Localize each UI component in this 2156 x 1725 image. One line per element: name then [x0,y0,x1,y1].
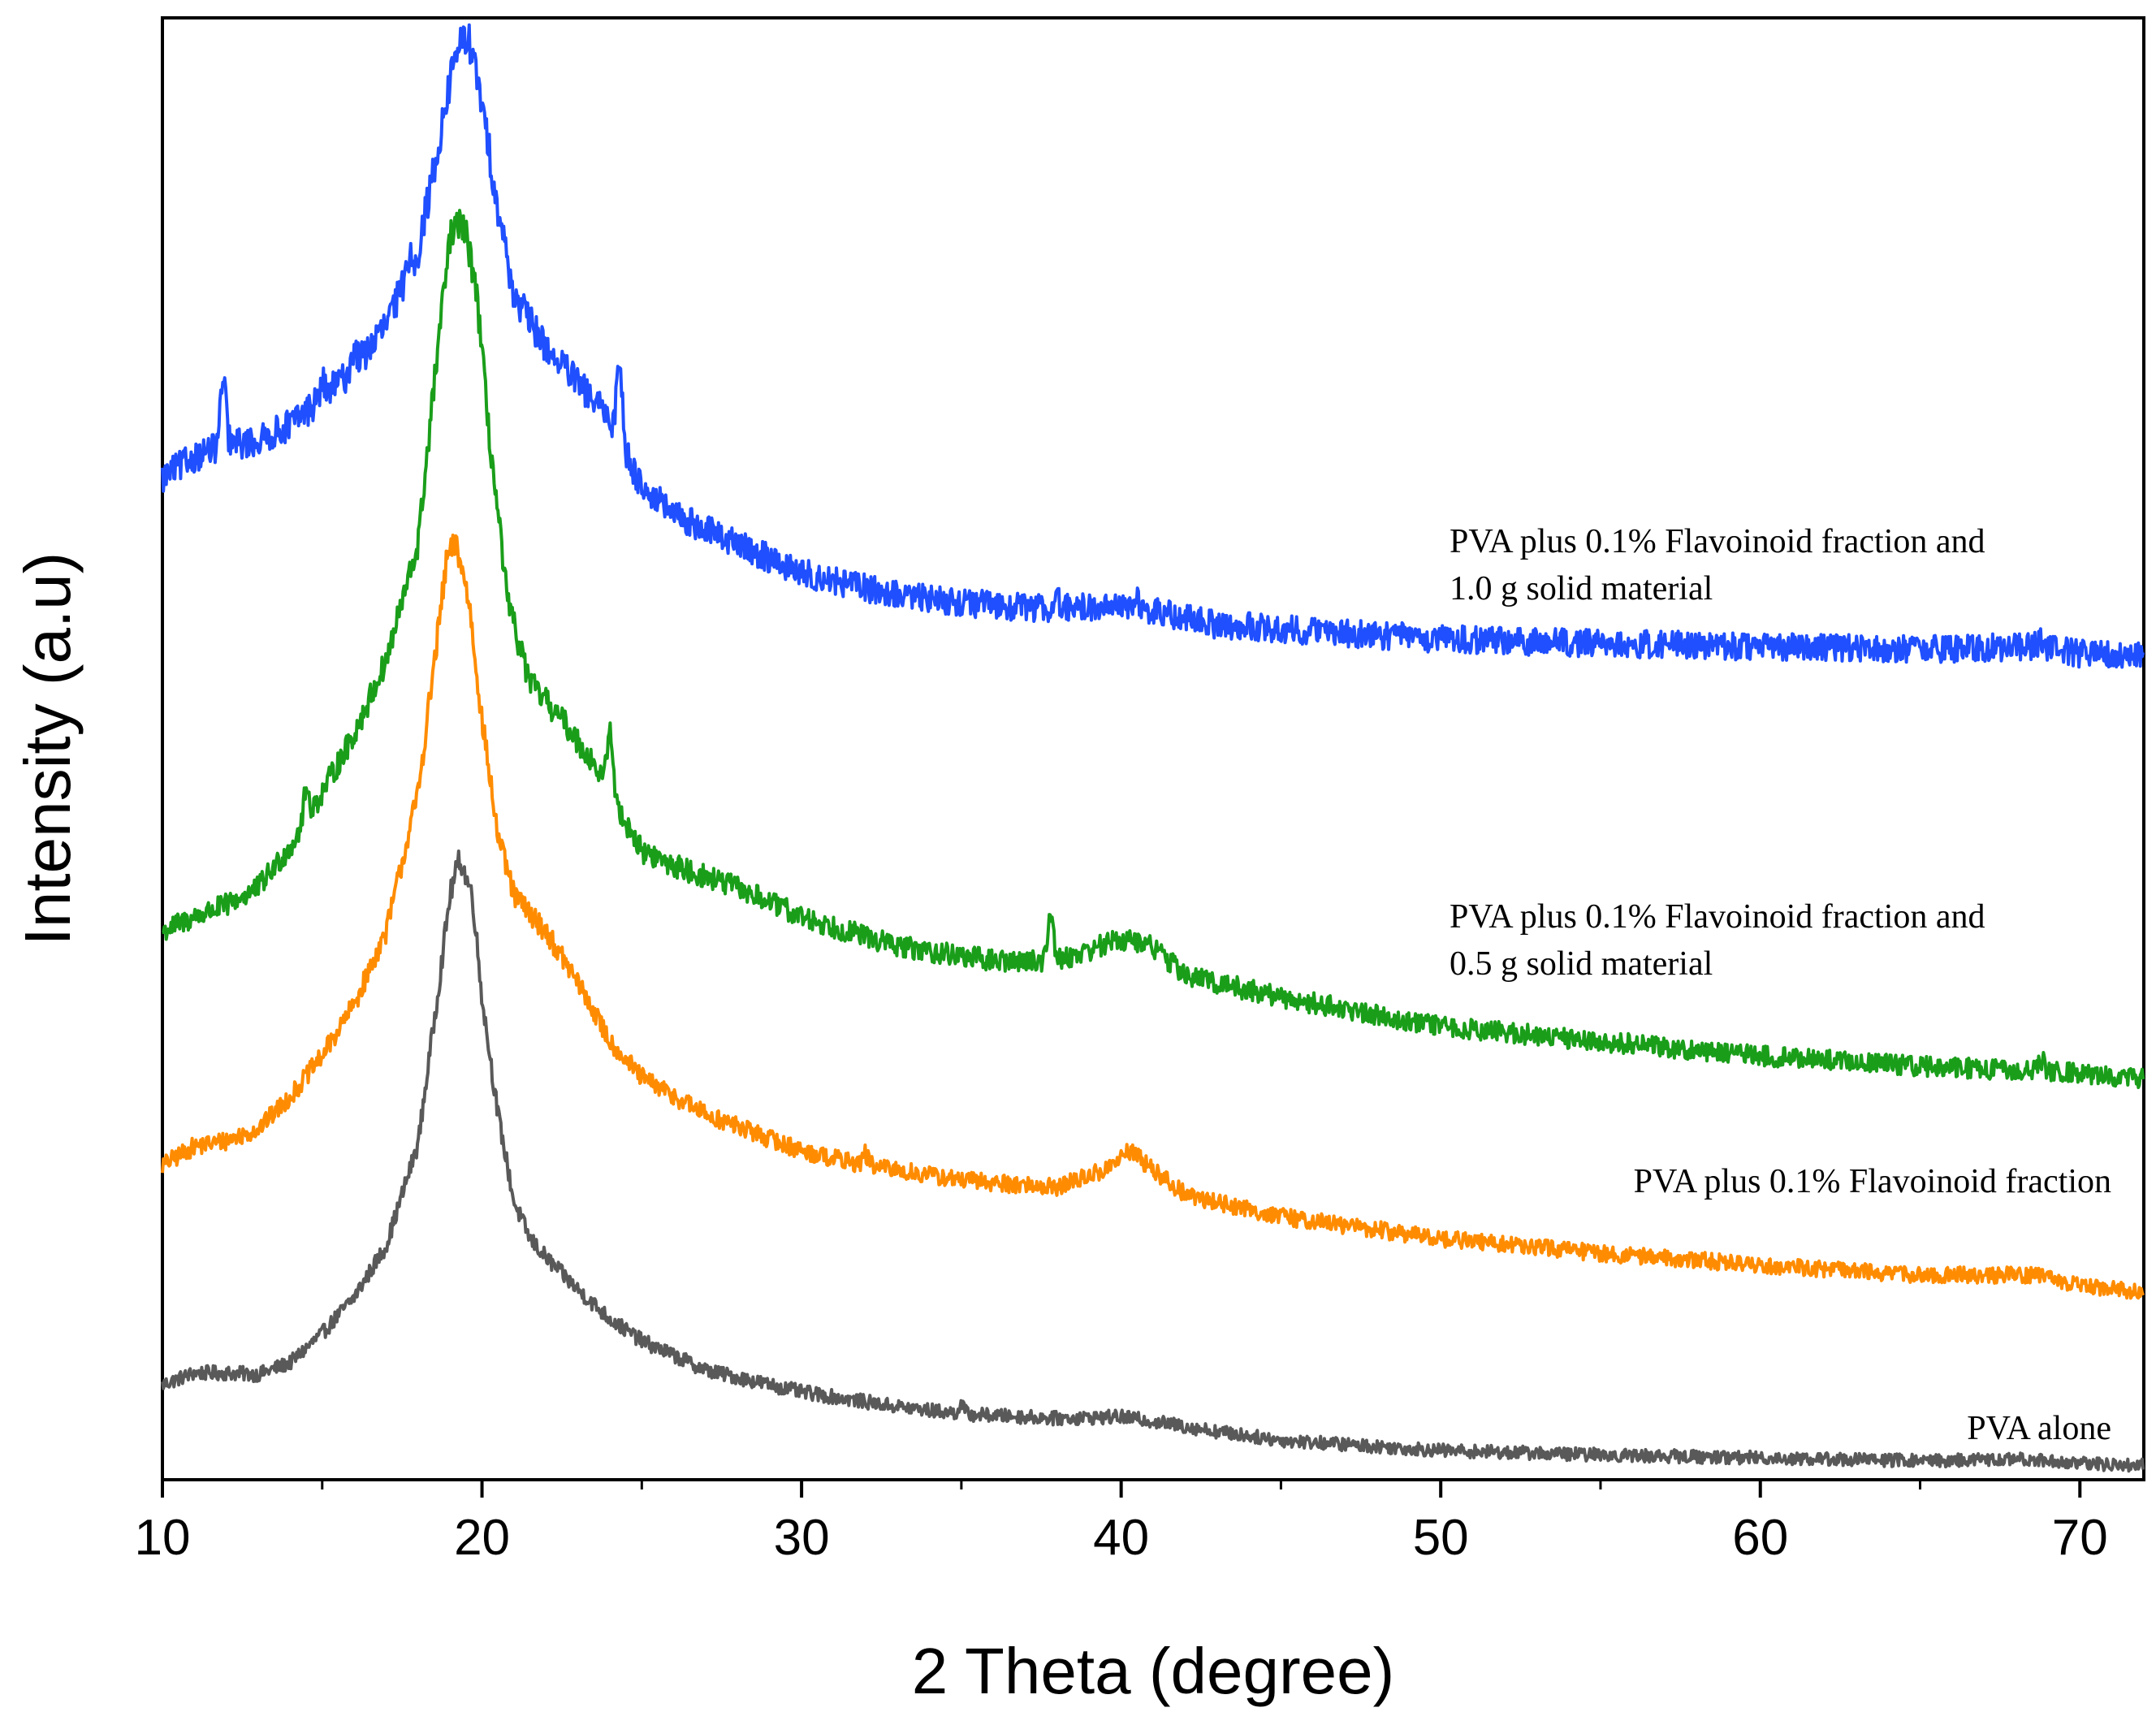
series-layer [161,23,2145,1473]
x-tick-label: 10 [135,1510,191,1566]
series-label: 0.5 g solid material [1450,945,1713,983]
x-tick-label: 40 [1093,1510,1149,1566]
series-line [162,209,2145,1089]
x-tick-label: 60 [1732,1510,1788,1566]
x-axis: 10 20 30 40 50 60 70 [135,1480,2108,1566]
x-tick-label: 30 [774,1510,830,1566]
series-label: PVA alone [1967,1410,2111,1447]
x-tick-label: 50 [1413,1510,1469,1566]
series-label: 1.0 g solid material [1450,570,1713,607]
series-label: PVA plus 0.1% Flavoinoid fraction [1634,1163,2111,1200]
series-label-layer: PVA alone PVA plus 0.1% Flavoinoid fracti… [1450,523,2111,1447]
y-axis-title: Intensity (a.u) [11,552,84,946]
series-label: PVA plus 0.1% Flavoinoid fraction and [1450,523,1985,560]
x-tick-label: 70 [2052,1510,2108,1566]
plot-frame [161,16,2145,1481]
series-line [161,850,2145,1473]
x-tick-label: 20 [454,1510,510,1566]
series-line [161,23,2145,669]
series-label: PVA plus 0.1% Flavoinoid fraction and [1450,898,1985,936]
x-axis-title: 2 Theta (degree) [912,1635,1394,1707]
series-line [161,534,2145,1300]
